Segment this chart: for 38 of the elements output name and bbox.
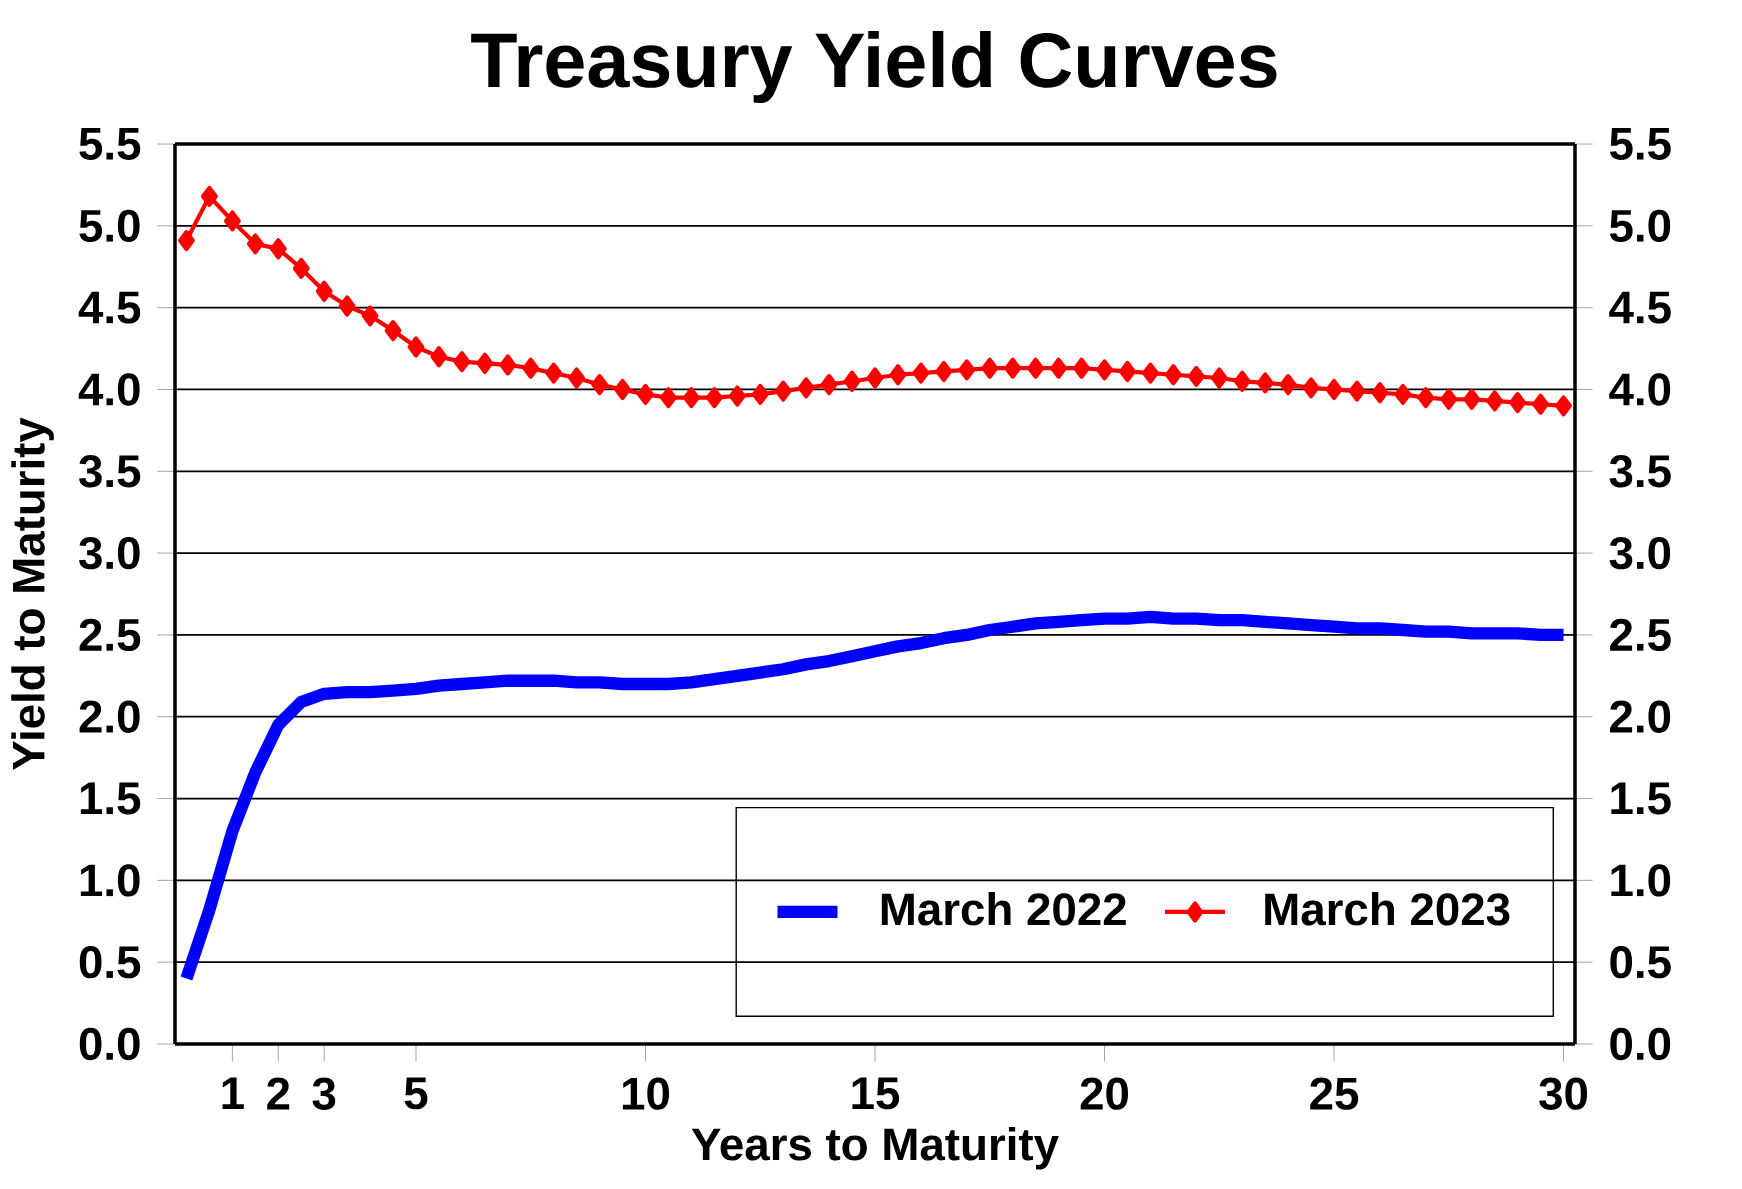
y2-tick-label: 5.0 [1609, 209, 1671, 243]
y2-tick-label: 5.5 [1609, 128, 1671, 160]
y-tick-label: 2.0 [79, 700, 140, 733]
y2-tick-label: 4.5 [1609, 291, 1671, 324]
y2-tick-label: 2.5 [1610, 618, 1671, 652]
y2-tick-label: 3.5 [1609, 455, 1671, 488]
y2-tick-label: 4.0 [1609, 373, 1671, 406]
x-tick-label: 25 [1310, 1077, 1359, 1110]
x-tick-label: 3 [312, 1077, 336, 1110]
y-tick-label: 2.5 [79, 618, 141, 652]
y2-tick-label: 0.5 [1610, 945, 1671, 979]
y2-tick-label: 1.0 [1611, 864, 1671, 897]
y2-tick-label: 1.5 [1611, 782, 1671, 815]
y2-tick-label: 0.0 [1610, 1027, 1671, 1061]
y-tick-label: 0.0 [79, 1027, 140, 1061]
x-tick-label: 10 [622, 1077, 670, 1110]
y-tick-label: 0.5 [79, 945, 141, 979]
y-tick-label: 4.0 [78, 373, 140, 406]
legend-label: March 2023 [1265, 891, 1510, 926]
x-tick-label: 30 [1539, 1077, 1588, 1110]
x-tick-label: 15 [852, 1077, 900, 1110]
y-tick-label: 5.5 [79, 128, 141, 160]
x-axis-title: Years to Maturity [691, 1126, 1059, 1170]
x-tick-label: 1 [222, 1077, 244, 1109]
legend-label: March 2022 [881, 891, 1126, 926]
y2-tick-label: 3.0 [1609, 536, 1671, 570]
y2-tick-label: 2.0 [1610, 700, 1671, 733]
y-tick-label: 1.0 [80, 864, 140, 897]
x-tick-label: 20 [1080, 1077, 1129, 1110]
y-tick-label: 4.5 [78, 291, 141, 324]
x-tick-label: 5 [404, 1077, 428, 1110]
y-tick-label: 3.0 [79, 536, 140, 570]
y-tick-label: 3.5 [79, 455, 141, 488]
y-tick-label: 1.5 [80, 782, 141, 815]
y-axis-title: Yield to Maturity [11, 417, 54, 771]
y-tick-label: 5.0 [79, 209, 140, 243]
chart-title: Treasury Yield Curves [471, 30, 1277, 104]
x-tick-label: 2 [267, 1077, 290, 1110]
